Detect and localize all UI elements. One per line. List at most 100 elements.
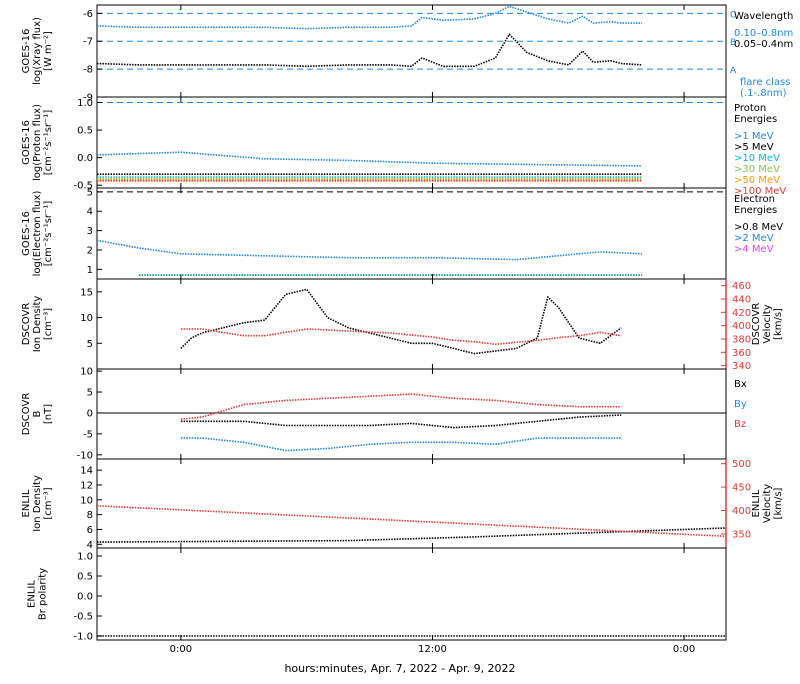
y-axis-label: ENLIL Br polarity xyxy=(27,568,49,620)
y-tick-label: 3 xyxy=(87,226,93,237)
y-tick-label: 12 xyxy=(80,480,93,491)
y-tick-label-right: 500 xyxy=(732,459,751,470)
y-tick-label: -0.5 xyxy=(73,181,93,192)
y-tick-label: 6 xyxy=(87,525,93,536)
y-axis-label-line: ENLIL xyxy=(21,489,32,517)
y-axis-label-line: [W m⁻²] xyxy=(43,31,54,71)
panel-frame xyxy=(96,547,727,641)
series-line xyxy=(180,288,622,355)
series-line xyxy=(96,505,727,538)
y-axis-label: GOES-16 log(Proton flux) [cm⁻²s⁻¹sr⁻¹] xyxy=(21,104,54,181)
y-tick-label: 4 xyxy=(87,207,93,218)
x-axis-label: hours:minutes, Apr. 7, 2022 - Apr. 9, 20… xyxy=(284,662,515,675)
y-axis-label-line: DSCOVR xyxy=(21,393,32,436)
legend-entry: >2 MeV xyxy=(734,233,774,244)
y-axis-label-right: DSCOVR Velocity [km/s] xyxy=(751,303,784,346)
y-axis-label: GOES-16 log(Electron flux) [cm⁻²s⁻¹sr⁻¹] xyxy=(21,191,54,277)
y-axis-label: GOES-16 log(Xray flux) [W m⁻²] xyxy=(21,17,54,85)
legend-title: Proton xyxy=(734,103,766,114)
series-line xyxy=(96,33,643,68)
y-tick-label: 5 xyxy=(87,187,93,198)
flare-class-note: flare class xyxy=(740,77,790,88)
y-axis-label-right-line: [km/s] xyxy=(773,308,784,340)
panel-frame xyxy=(96,368,727,460)
y-tick-label: 10 xyxy=(80,313,93,324)
y-axis-label-line: [cm⁻³] xyxy=(43,487,54,519)
series-line xyxy=(96,527,727,543)
legend-title: Electron xyxy=(734,194,775,205)
y-axis-label-line: [cm⁻²s⁻¹sr⁻¹] xyxy=(43,110,54,176)
panel-frame xyxy=(96,458,727,549)
panel-frame xyxy=(96,4,727,98)
y-tick-label: 1 xyxy=(87,265,93,276)
y-axis-label-line: [cm⁻²s⁻¹sr⁻¹] xyxy=(43,201,54,267)
y-tick-label-right: 380 xyxy=(732,335,751,346)
legend-entry: >0.8 MeV xyxy=(734,222,783,233)
y-tick-label: 8 xyxy=(87,510,93,521)
y-tick-label: -0.5 xyxy=(73,612,93,623)
y-axis-label-right-line: ENLIL xyxy=(751,489,762,517)
y-axis-label-line: GOES-16 xyxy=(21,211,32,256)
series-line xyxy=(96,151,643,167)
panel-proton: 1.0 0.5 0.0 -0.5 GOES-16 log(Proton flux) [cm⁻… xyxy=(21,96,786,197)
legend-title: Wavelength xyxy=(734,11,793,22)
legend-entry: >4 MeV xyxy=(734,244,774,255)
x-tick-label: 0:00 xyxy=(673,644,695,655)
y-axis-label-right-line: Velocity xyxy=(762,484,773,523)
legend-entry: >100 MeV xyxy=(734,186,786,197)
panel-electron: 5 4 3 2 1 GOES-16 log(Electron flux) [cm⁻²s⁻¹sr… xyxy=(21,187,783,280)
y-axis-label: DSCOVR B [nT] xyxy=(21,393,54,436)
flare-class-label: A xyxy=(730,66,737,76)
y-tick-label-right: 450 xyxy=(732,483,751,494)
series-line xyxy=(180,437,622,452)
y-tick-label: 0.0 xyxy=(77,592,93,603)
y-axis-label-line: log(Electron flux) xyxy=(32,191,43,277)
y-tick-label: -9 xyxy=(83,93,93,104)
y-tick-label-right: 340 xyxy=(732,361,751,372)
y-axis-label-right: ENLIL Velocity [km/s] xyxy=(751,484,784,523)
y-tick-label: 5 xyxy=(87,388,93,399)
y-tick-label: 1.0 xyxy=(77,98,93,109)
series-line xyxy=(180,393,622,420)
y-axis-label-line: log(Xray flux) xyxy=(32,17,43,85)
y-tick-label-right: 400 xyxy=(732,321,751,332)
y-tick-label: 0 xyxy=(87,408,93,419)
y-tick-label: 10 xyxy=(80,367,93,378)
y-tick-label: 2 xyxy=(87,245,93,256)
y-axis-label-line: [cm⁻³] xyxy=(43,308,54,340)
legend-entry: Bx xyxy=(734,379,747,390)
y-tick-label: 14 xyxy=(80,466,93,477)
y-axis-label-line: ENLIL xyxy=(27,580,38,608)
panel-frame xyxy=(96,187,727,280)
y-tick-label: -8 xyxy=(83,65,93,76)
panel-dscovr_b: 10 5 0 -5 -10 DSCOVR B [nT] Bx By Bz xyxy=(21,367,747,462)
legend-entry: By xyxy=(734,399,747,410)
y-axis-label-right-line: [km/s] xyxy=(773,487,784,519)
legend-entry: Bz xyxy=(734,419,746,430)
y-tick-label: 0.5 xyxy=(77,126,93,137)
y-axis-label-line: log(Proton flux) xyxy=(32,104,43,181)
y-tick-label-right: 350 xyxy=(732,529,751,540)
legend-entry: >30 MeV xyxy=(734,164,780,175)
y-tick-label: 1.0 xyxy=(77,552,93,563)
series-line xyxy=(180,414,622,429)
y-axis-label-line: B xyxy=(32,410,43,417)
y-axis-label: ENLIL Ion Density [cm⁻³] xyxy=(21,475,54,532)
y-tick-label: 4 xyxy=(87,540,93,551)
y-tick-label: 5 xyxy=(87,339,93,350)
legend-entry: >5 MeV xyxy=(734,142,774,153)
series-line xyxy=(96,5,643,30)
panel-frame xyxy=(96,278,727,370)
legend-entry: 0.05–0.4nm xyxy=(734,39,793,50)
y-tick-label: -10 xyxy=(77,450,93,461)
flare-class-label: C xyxy=(730,10,736,20)
y-tick-label-right: 360 xyxy=(732,348,751,359)
y-tick-label-right: 420 xyxy=(732,308,751,319)
x-tick-label: 12:00 xyxy=(418,644,447,655)
y-axis-label-line: Ion Density xyxy=(32,475,43,532)
legend-entry: >10 MeV xyxy=(734,153,780,164)
